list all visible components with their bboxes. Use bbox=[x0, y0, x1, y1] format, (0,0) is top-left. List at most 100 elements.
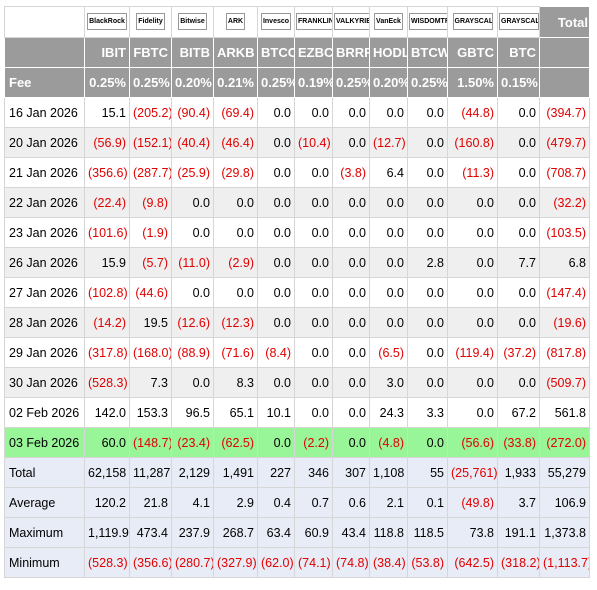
flow-value: 0.0 bbox=[332, 277, 370, 308]
flow-value: 0.0 bbox=[294, 397, 333, 428]
flow-value: 11,287 bbox=[129, 457, 172, 488]
flow-value: 346 bbox=[294, 457, 333, 488]
flow-value: 0.0 bbox=[447, 187, 498, 218]
flow-value: (160.8) bbox=[447, 127, 498, 158]
flow-value: 0.0 bbox=[332, 397, 370, 428]
flow-value: 0.7 bbox=[294, 487, 333, 518]
date-row: 27 Jan 2026 (102.8) (44.6) 0.0 0.0 0.0 0.0 0.0 0… bbox=[4, 277, 590, 308]
flow-value: (62.0) bbox=[257, 547, 295, 578]
ticker: BRRR bbox=[332, 37, 370, 68]
summary-row: Maximum 1,119.9 473.4 237.9 268.7 63.4 60.9 43.… bbox=[4, 517, 590, 548]
flow-value: 1,491 bbox=[213, 457, 258, 488]
flow-value: 1,933 bbox=[497, 457, 540, 488]
flow-value: (356.6) bbox=[84, 157, 130, 188]
flow-value: 561.8 bbox=[539, 397, 590, 428]
logo-cell: GRAYSCALE bbox=[497, 6, 540, 38]
flow-value: 2.8 bbox=[407, 247, 448, 278]
flow-value: (509.7) bbox=[539, 367, 590, 398]
flow-value: 3.0 bbox=[369, 367, 408, 398]
flow-value: (119.4) bbox=[447, 337, 498, 368]
flow-value: (71.6) bbox=[213, 337, 258, 368]
fee-value: 0.19% bbox=[294, 67, 333, 98]
flow-value: 0.0 bbox=[332, 127, 370, 158]
issuer-logo: BlackRock bbox=[87, 12, 127, 30]
flow-value: 153.3 bbox=[129, 397, 172, 428]
flow-value: (44.8) bbox=[447, 97, 498, 128]
issuer-logo: VALKYRIE bbox=[334, 12, 369, 30]
summary-row: Minimum (528.3) (356.6) (280.7) (327.9) (62.0… bbox=[4, 547, 590, 578]
flow-value: 0.0 bbox=[497, 97, 540, 128]
date: 26 Jan 2026 bbox=[4, 247, 85, 278]
issuer-logo: VanEck bbox=[374, 12, 403, 30]
flow-value: 0.6 bbox=[332, 487, 370, 518]
flow-value: 0.0 bbox=[447, 247, 498, 278]
flow-value: 0.4 bbox=[257, 487, 295, 518]
flow-value: 0.0 bbox=[407, 427, 448, 458]
flow-value: (152.1) bbox=[129, 127, 172, 158]
flow-value: (32.2) bbox=[539, 187, 590, 218]
flow-value: (46.4) bbox=[213, 127, 258, 158]
date-row: 21 Jan 2026 (356.6) (287.7) (25.9) (29.8) 0.0… bbox=[4, 157, 590, 188]
flow-value: 55 bbox=[407, 457, 448, 488]
flow-value: 8.3 bbox=[213, 367, 258, 398]
flow-value: 0.0 bbox=[294, 157, 333, 188]
flow-value: 2,129 bbox=[171, 457, 214, 488]
flow-value: 307 bbox=[332, 457, 370, 488]
flow-value: (25.9) bbox=[171, 157, 214, 188]
date: 30 Jan 2026 bbox=[4, 367, 85, 398]
summary-label: Maximum bbox=[4, 517, 85, 548]
flow-value: (317.8) bbox=[84, 337, 130, 368]
date-row: 26 Jan 2026 15.9 (5.7) (11.0) (2.9) 0.0 0.0 0.0… bbox=[4, 247, 590, 278]
flow-value: (528.3) bbox=[84, 367, 130, 398]
flow-value: (74.1) bbox=[294, 547, 333, 578]
flow-value: 0.0 bbox=[257, 307, 295, 338]
flow-value: 106.9 bbox=[539, 487, 590, 518]
fee-value: 0.15% bbox=[497, 67, 540, 98]
flow-value: (19.6) bbox=[539, 307, 590, 338]
flow-value: (40.4) bbox=[171, 127, 214, 158]
flow-value: 96.5 bbox=[171, 397, 214, 428]
flow-value: (14.2) bbox=[84, 307, 130, 338]
table-body: BlackRock Fidelity Bitwise ARK Invesco FRANKL… bbox=[4, 6, 590, 578]
issuer-logo: GRAYSCALE bbox=[452, 12, 493, 30]
logo-cell: VanEck bbox=[369, 6, 408, 38]
flow-value: (62.5) bbox=[213, 427, 258, 458]
flow-value: 0.0 bbox=[407, 157, 448, 188]
flow-value: 43.4 bbox=[332, 517, 370, 548]
logo-cell: WISDOMTREE bbox=[407, 6, 448, 38]
ticker: BTCO bbox=[257, 37, 295, 68]
flow-value: 0.0 bbox=[213, 217, 258, 248]
flow-value: (327.9) bbox=[213, 547, 258, 578]
flow-value: 1,119.9 bbox=[84, 517, 130, 548]
fee-value: 0.20% bbox=[369, 67, 408, 98]
issuer-logo: Invesco bbox=[260, 12, 292, 30]
flow-value: (318.2) bbox=[497, 547, 540, 578]
flow-value: 0.0 bbox=[497, 217, 540, 248]
flow-value: (708.7) bbox=[539, 157, 590, 188]
issuer-logo: WISDOMTREE bbox=[409, 12, 447, 30]
flow-value: 0.0 bbox=[407, 277, 448, 308]
flow-value: 227 bbox=[257, 457, 295, 488]
flow-value: 118.5 bbox=[407, 517, 448, 548]
flow-value: 65.1 bbox=[213, 397, 258, 428]
flow-value: (22.4) bbox=[84, 187, 130, 218]
date: 28 Jan 2026 bbox=[4, 307, 85, 338]
flow-value: 0.0 bbox=[447, 217, 498, 248]
issuer-logo: ARK bbox=[225, 12, 246, 30]
flow-value: (10.4) bbox=[294, 127, 333, 158]
flow-value: 0.0 bbox=[369, 247, 408, 278]
summary-label: Total bbox=[4, 457, 85, 488]
flow-value: 0.0 bbox=[171, 187, 214, 218]
date: 16 Jan 2026 bbox=[4, 97, 85, 128]
date-row: 28 Jan 2026 (14.2) 19.5 (12.6) (12.3) 0.0 0.0 0… bbox=[4, 307, 590, 338]
logo-cell: ARK bbox=[213, 6, 258, 38]
flow-value: 67.2 bbox=[497, 397, 540, 428]
date-row: 23 Jan 2026 (101.6) (1.9) 0.0 0.0 0.0 0.0 0.0 0.… bbox=[4, 217, 590, 248]
flow-value: 237.9 bbox=[171, 517, 214, 548]
flow-value: 0.0 bbox=[171, 367, 214, 398]
flow-value: (8.4) bbox=[257, 337, 295, 368]
total-header: Total bbox=[539, 6, 590, 38]
flow-value: 0.0 bbox=[294, 247, 333, 278]
summary-label: Average bbox=[4, 487, 85, 518]
flow-value: 0.0 bbox=[332, 97, 370, 128]
